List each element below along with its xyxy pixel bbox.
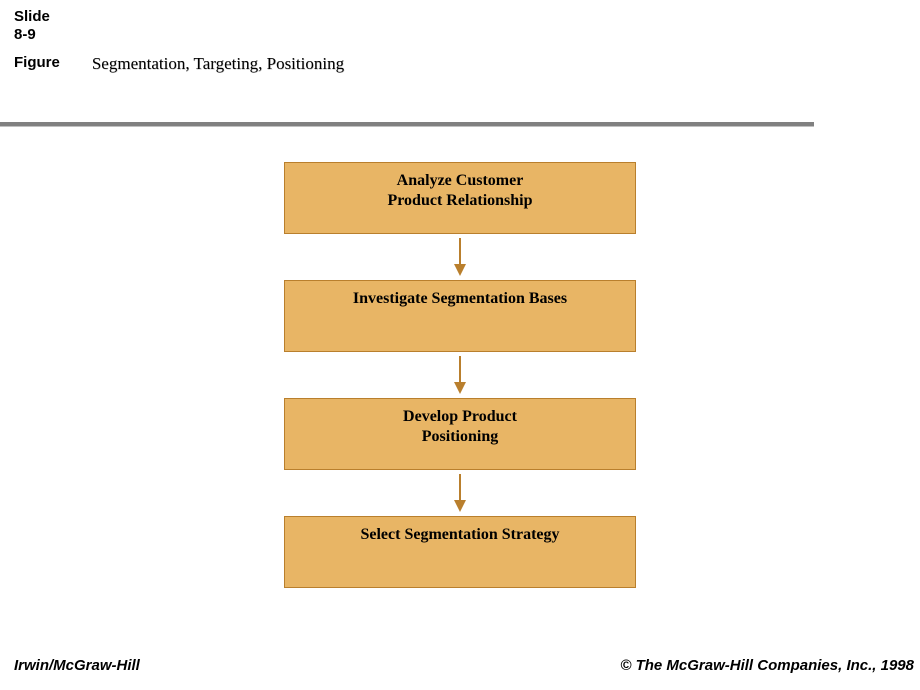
arrow-head-icon <box>454 382 466 394</box>
arrow-shaft <box>459 238 461 264</box>
flow-arrow <box>454 238 466 276</box>
figure-title: Segmentation, Targeting, Positioning <box>92 54 344 74</box>
flow-node: Investigate Segmentation Bases <box>284 280 636 352</box>
figure-label: Figure <box>14 54 60 71</box>
flow-node-label: Analyze Customer <box>291 171 629 191</box>
slide-footer: Irwin/McGraw-Hill © The McGraw-Hill Comp… <box>14 657 914 674</box>
flow-node-label: Positioning <box>291 427 629 447</box>
arrow-shaft <box>459 474 461 500</box>
slide-number: 8-9 <box>14 26 344 44</box>
flow-node-label: Investigate Segmentation Bases <box>291 289 629 309</box>
flow-arrow <box>454 474 466 512</box>
arrow-head-icon <box>454 264 466 276</box>
slide-header: Slide 8-9 Figure Segmentation, Targeting… <box>14 8 344 74</box>
flow-node-label: Product Relationship <box>291 191 629 211</box>
flow-node-label: Select Segmentation Strategy <box>291 525 629 545</box>
footer-right: © The McGraw-Hill Companies, Inc., 1998 <box>620 657 914 674</box>
arrow-shaft <box>459 356 461 382</box>
footer-left: Irwin/McGraw-Hill <box>14 657 140 674</box>
flowchart: Analyze CustomerProduct Relationship Inve… <box>0 162 920 588</box>
flow-node: Analyze CustomerProduct Relationship <box>284 162 636 234</box>
flow-node: Develop ProductPositioning <box>284 398 636 470</box>
flow-arrow <box>454 356 466 394</box>
slide-label: Slide <box>14 8 344 26</box>
arrow-head-icon <box>454 500 466 512</box>
flow-node: Select Segmentation Strategy <box>284 516 636 588</box>
flow-node-label: Develop Product <box>291 407 629 427</box>
divider-line <box>0 122 814 127</box>
